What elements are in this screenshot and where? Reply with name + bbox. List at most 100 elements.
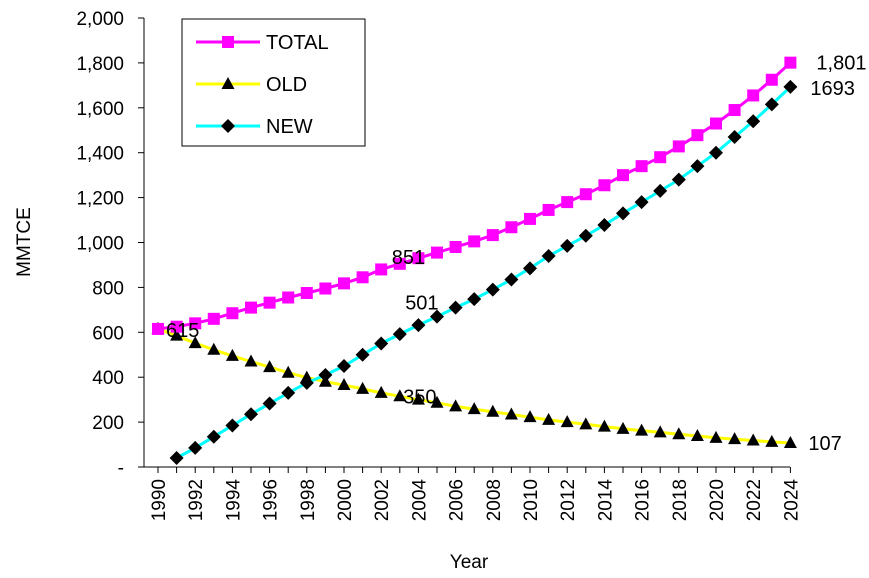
x-tick-label: 2012 [558,479,579,521]
series-new [169,79,798,466]
x-tick-label: 1996 [261,479,282,521]
point-marker [355,347,370,362]
point-marker [170,320,183,333]
point-marker [709,145,723,160]
point-marker [374,336,389,351]
point-marker [281,365,295,378]
point-marker [486,229,499,242]
x-tick-label: 2018 [670,479,691,521]
point-marker [338,277,350,290]
point-marker [671,172,686,187]
point-marker [282,291,295,304]
point-marker [524,212,536,225]
point-marker [392,327,407,342]
point-marker [449,399,463,412]
point-marker [222,36,234,48]
y-tick-label: 200 [92,413,124,434]
point-marker [300,287,313,300]
point-marker [598,179,611,192]
annotations: 615 851 501 350 1,801 1693 107 [166,53,866,455]
legend: TOTAL OLD NEW [181,18,366,147]
point-marker [597,419,611,432]
legend-item-total: TOTAL [196,32,329,54]
point-marker [579,188,592,201]
x-tick-label: 2004 [409,479,430,522]
point-marker [505,221,518,234]
series-line [175,85,792,460]
point-marker [485,282,500,297]
point-marker [188,336,202,349]
point-marker [542,412,556,425]
point-marker [784,56,797,69]
x-tick-label: 2006 [447,479,468,521]
point-marker [616,421,630,434]
point-marker [262,396,277,411]
point-marker [263,360,277,373]
data-label: 615 [166,320,199,342]
point-marker [207,342,221,355]
legend-item-new: NEW [196,116,313,138]
point-marker [356,271,369,284]
x-tick-label: 1990 [149,479,170,521]
y-axis: - 200 400 600 800 1,000 1,200 1,400 1,600 1,800 2,… [76,9,144,479]
x-tick-label: 2016 [633,479,654,521]
point-marker [281,385,296,400]
y-tick-label: 800 [92,278,124,299]
point-marker [318,367,333,382]
point-marker [504,272,519,287]
point-marker [226,307,239,320]
point-marker [374,385,388,398]
point-marker [319,282,332,295]
data-label: 851 [392,247,425,269]
y-axis-title: MMTCE [14,207,35,277]
legend-label: NEW [266,116,313,138]
point-marker [710,117,722,130]
y-tick-label: 1,400 [76,144,124,165]
point-marker [597,217,612,232]
point-marker [169,451,184,466]
legend-item-old: OLD [196,74,307,96]
point-marker [206,429,221,444]
point-marker [672,140,685,153]
x-tick-label: 2024 [781,479,802,522]
point-marker [299,375,314,390]
point-marker [764,97,779,112]
point-marker [221,77,235,89]
point-marker [561,196,574,209]
point-marker [672,427,686,440]
point-marker [579,417,593,430]
x-tick-label: 2010 [521,479,542,521]
x-tick-label: 2014 [595,479,616,522]
point-marker [560,238,575,253]
point-marker [635,160,648,173]
point-marker [225,418,240,433]
point-marker [244,354,258,367]
point-marker [221,119,235,133]
y-tick-label: 400 [92,368,124,389]
point-marker [635,423,649,436]
x-axis-title: Year [450,552,489,573]
legend-label: TOTAL [266,32,329,54]
point-marker [393,389,407,402]
y-tick-label: 1,800 [76,54,124,75]
x-tick-label: 2000 [335,479,356,521]
point-marker [654,151,667,164]
data-label: 1,801 [816,53,866,75]
point-marker [746,433,760,446]
point-marker [431,246,443,259]
data-label: 107 [808,433,841,455]
point-marker [728,432,742,445]
point-marker [765,434,779,447]
y-tick-label: 2,000 [76,9,124,30]
point-marker [616,206,630,221]
point-marker [337,358,351,373]
y-tick-label: 1,000 [76,234,124,255]
point-marker [690,159,705,174]
point-marker [523,410,537,423]
point-marker [245,301,257,314]
point-marker [578,228,593,243]
point-marker [170,328,184,341]
point-marker [467,402,481,415]
point-marker [337,378,351,391]
point-marker [765,73,778,86]
